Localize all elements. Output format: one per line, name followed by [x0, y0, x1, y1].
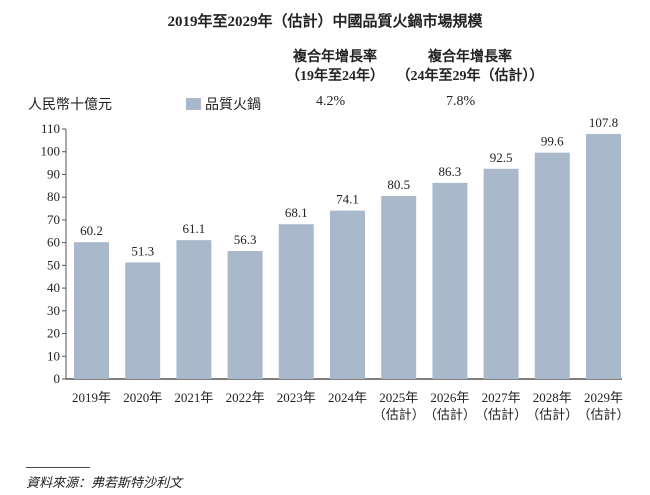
y-tick-label: 80	[47, 189, 60, 204]
source-divider	[26, 467, 90, 468]
data-label: 61.1	[183, 221, 206, 236]
x-tick-label: 2021年	[174, 390, 213, 405]
y-tick-label: 10	[47, 348, 60, 363]
y-tick-label: 20	[47, 326, 60, 341]
bar	[432, 182, 468, 379]
cagr-header-1-line2: （19年至24年）	[286, 69, 384, 84]
data-label: 56.3	[234, 232, 257, 247]
x-tick-label: （估計）	[424, 407, 476, 422]
bar	[483, 168, 519, 379]
data-label: 60.2	[80, 223, 103, 238]
x-tick-label: （估計）	[577, 407, 629, 422]
x-tick-label: 2023年	[277, 390, 316, 405]
data-label: 92.5	[490, 150, 513, 165]
bar	[125, 262, 161, 379]
y-tick-label: 50	[47, 257, 60, 272]
y-tick-label: 110	[41, 121, 60, 136]
x-tick-label: 2020年	[123, 390, 162, 405]
x-tick-label: 2022年	[226, 390, 265, 405]
legend-label: 品質火鍋	[205, 98, 261, 113]
data-label: 107.8	[589, 115, 618, 130]
x-tick-label: （估計）	[526, 407, 578, 422]
cagr-value-1: 4.2%	[316, 94, 346, 109]
bar	[74, 242, 109, 379]
x-tick-label: 2029年	[584, 390, 623, 405]
y-tick-label: 90	[47, 166, 60, 181]
data-label: 86.3	[439, 164, 462, 179]
bar	[278, 224, 314, 379]
y-tick-label: 30	[47, 303, 60, 318]
y-tick-label: 0	[54, 371, 61, 386]
bar	[586, 134, 621, 379]
x-tick-label: 2028年	[533, 390, 572, 405]
bar	[227, 251, 263, 379]
bar	[176, 240, 212, 379]
y-tick-label: 70	[47, 212, 60, 227]
x-tick-label: 2024年	[328, 390, 367, 405]
y-tick-label: 60	[47, 235, 60, 250]
y-tick-label: 40	[47, 280, 60, 295]
x-tick-label: （估計）	[373, 407, 425, 422]
bar	[534, 152, 570, 379]
x-tick-label: 2025年	[379, 390, 418, 405]
cagr-value-2: 7.8%	[446, 94, 476, 109]
cagr-header-2: 複合年增長率 （24年至29年（估計））	[395, 48, 545, 86]
x-tick-label: （估計）	[475, 407, 527, 422]
cagr-header-2-line2: （24年至29年（估計））	[396, 69, 544, 84]
y-axis-unit-label: 人民幣十億元	[28, 98, 112, 113]
legend: 品質火鍋	[186, 94, 261, 114]
data-label: 74.1	[336, 192, 359, 207]
data-label: 99.6	[541, 134, 564, 149]
x-tick-label: 2026年	[430, 390, 469, 405]
chart-title: 2019年至2029年（估計）中國品質火鍋市場規模	[167, 14, 483, 30]
cagr-header-1: 複合年增長率 （19年至24年）	[275, 48, 395, 86]
cagr-header-2-line1: 複合年增長率	[428, 50, 512, 65]
source-note: 資料來源：弗若斯特沙利文	[26, 475, 183, 490]
cagr-header-1-line1: 複合年增長率	[293, 50, 377, 65]
x-tick-label: 2027年	[482, 390, 521, 405]
data-label: 68.1	[285, 205, 308, 220]
data-label: 51.3	[131, 243, 154, 258]
x-tick-label: 2019年	[72, 390, 111, 405]
bar	[381, 196, 417, 379]
y-tick-label: 100	[41, 144, 61, 159]
legend-swatch	[186, 98, 201, 110]
data-label: 80.5	[387, 177, 410, 192]
bar	[330, 210, 365, 379]
